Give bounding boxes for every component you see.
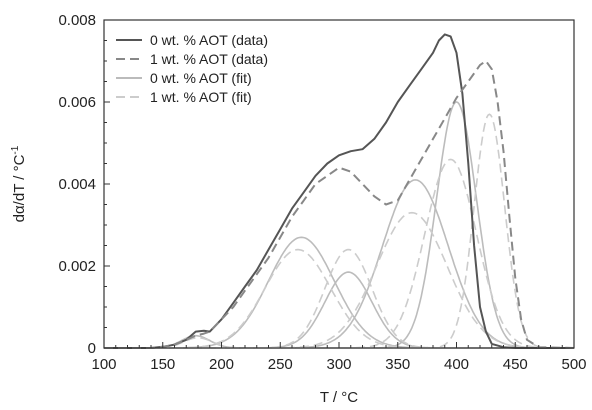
fit-peak-one_wt-4 (104, 158, 574, 349)
legend-label: 0 wt. % AOT (data) (150, 32, 268, 48)
data-curves (104, 33, 575, 349)
x-tick-label: 200 (209, 356, 234, 373)
x-tick-label: 400 (444, 356, 469, 373)
fit-peak-zero_wt-3 (104, 179, 574, 349)
x-tick-label: 350 (385, 356, 410, 373)
x-tick-label: 450 (503, 356, 528, 373)
legend-label: 1 wt. % AOT (fit) (150, 89, 252, 105)
legend-label: 0 wt. % AOT (fit) (150, 70, 252, 86)
fit-peak-zero_wt-4 (104, 101, 574, 349)
y-axis-title-sup: -1 (10, 145, 21, 154)
legend: 0 wt. % AOT (data) 1 wt. % AOT (data) 0 wt… (116, 32, 268, 105)
y-tick-label: 0.002 (58, 258, 96, 275)
x-tick-label: 100 (91, 356, 116, 373)
y-axis-title: dα/dT / °C-1 (10, 145, 28, 222)
x-tick-label: 250 (268, 356, 293, 373)
series-line-0 (104, 33, 574, 349)
y-axis-title-main: dα/dT / °C (11, 154, 28, 222)
y-tick-label: 0.008 (58, 12, 96, 29)
axis-ticks (103, 19, 575, 349)
x-tick-label: 300 (326, 356, 351, 373)
x-axis-title: T / °C (320, 389, 358, 406)
fit-curves (104, 101, 574, 349)
legend-label: 1 wt. % AOT (data) (150, 51, 268, 67)
fit-peak-one_wt-3 (104, 211, 574, 349)
x-tick-label: 150 (150, 356, 175, 373)
y-tick-label: 0.006 (58, 94, 96, 111)
y-tick-label: 0 (88, 340, 96, 357)
series-line-1 (104, 60, 575, 349)
x-tick-label: 500 (561, 356, 586, 373)
y-tick-label: 0.004 (58, 176, 96, 193)
tick-labels: 100 150 200 250 300 350 400 450 500 0 0.002 0.004 0.… (58, 12, 586, 373)
